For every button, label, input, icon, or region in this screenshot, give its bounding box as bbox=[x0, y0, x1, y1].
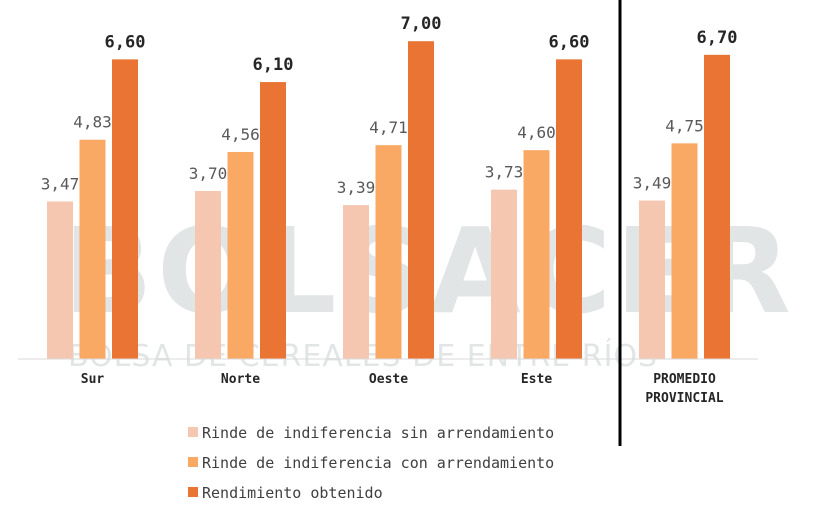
bar-3-1 bbox=[343, 205, 369, 359]
bar-3-3 bbox=[408, 41, 434, 359]
bar-4-2 bbox=[523, 150, 550, 359]
value-label-2-1: 3,70 bbox=[189, 164, 228, 183]
bar-1-1 bbox=[47, 201, 73, 359]
bar-2-1 bbox=[195, 191, 221, 359]
bar-1-3 bbox=[112, 59, 138, 360]
category-label-3: Oeste bbox=[369, 372, 408, 387]
value-label-4-3: 6,60 bbox=[549, 32, 590, 52]
value-label-4-1: 3,73 bbox=[485, 163, 524, 182]
bars-layer bbox=[47, 41, 730, 360]
value-label-5-1: 3,49 bbox=[633, 174, 672, 193]
bar-2-3 bbox=[260, 82, 286, 359]
value-label-1-3: 6,60 bbox=[105, 32, 146, 52]
bar-5-2 bbox=[671, 143, 698, 359]
bar-1-2 bbox=[79, 139, 106, 359]
value-label-3-3: 7,00 bbox=[401, 14, 442, 34]
legend-label-3: Rendimiento obtenido bbox=[202, 484, 383, 502]
value-label-1-2: 4,83 bbox=[73, 113, 112, 132]
bar-2-2 bbox=[227, 151, 254, 359]
value-label-3-2: 4,71 bbox=[369, 118, 408, 137]
legend-label-1: Rinde de indiferencia sin arrendamiento bbox=[202, 424, 554, 442]
category-labels: Sur Norte Oeste Este PROMEDIO PROVINCIAL bbox=[81, 372, 724, 406]
bar-4-1 bbox=[491, 189, 517, 359]
category-label-5-line-1: PROMEDIO bbox=[653, 372, 716, 387]
value-label-5-2: 4,75 bbox=[665, 116, 704, 135]
category-label-2: Norte bbox=[221, 372, 260, 387]
legend-swatch-1 bbox=[188, 427, 198, 437]
bar-3-2 bbox=[375, 145, 402, 359]
value-label-5-3: 6,70 bbox=[697, 28, 738, 48]
category-label-1: Sur bbox=[81, 372, 105, 387]
value-label-1-1: 3,47 bbox=[41, 174, 80, 193]
value-label-2-2: 4,56 bbox=[221, 125, 260, 144]
bar-5-1 bbox=[639, 200, 665, 359]
value-label-2-3: 6,10 bbox=[253, 55, 294, 75]
category-label-4: Este bbox=[521, 372, 552, 387]
value-label-3-1: 3,39 bbox=[337, 178, 376, 197]
bar-5-3 bbox=[704, 54, 730, 359]
legend-label-2: Rinde de indiferencia con arrendamiento bbox=[202, 454, 554, 472]
value-label-4-2: 4,60 bbox=[517, 123, 556, 142]
bar-4-3 bbox=[556, 59, 582, 360]
legend-swatch-2 bbox=[188, 457, 198, 467]
legend: Rinde de indiferencia sin arrendamiento R… bbox=[188, 424, 554, 502]
legend-swatch-3 bbox=[188, 487, 198, 497]
category-label-5-line-2: PROVINCIAL bbox=[645, 391, 723, 406]
value-labels: 3,47 4,83 6,60 3,70 4,56 6,10 3,39 4,71 7,00 3,73… bbox=[41, 14, 738, 197]
